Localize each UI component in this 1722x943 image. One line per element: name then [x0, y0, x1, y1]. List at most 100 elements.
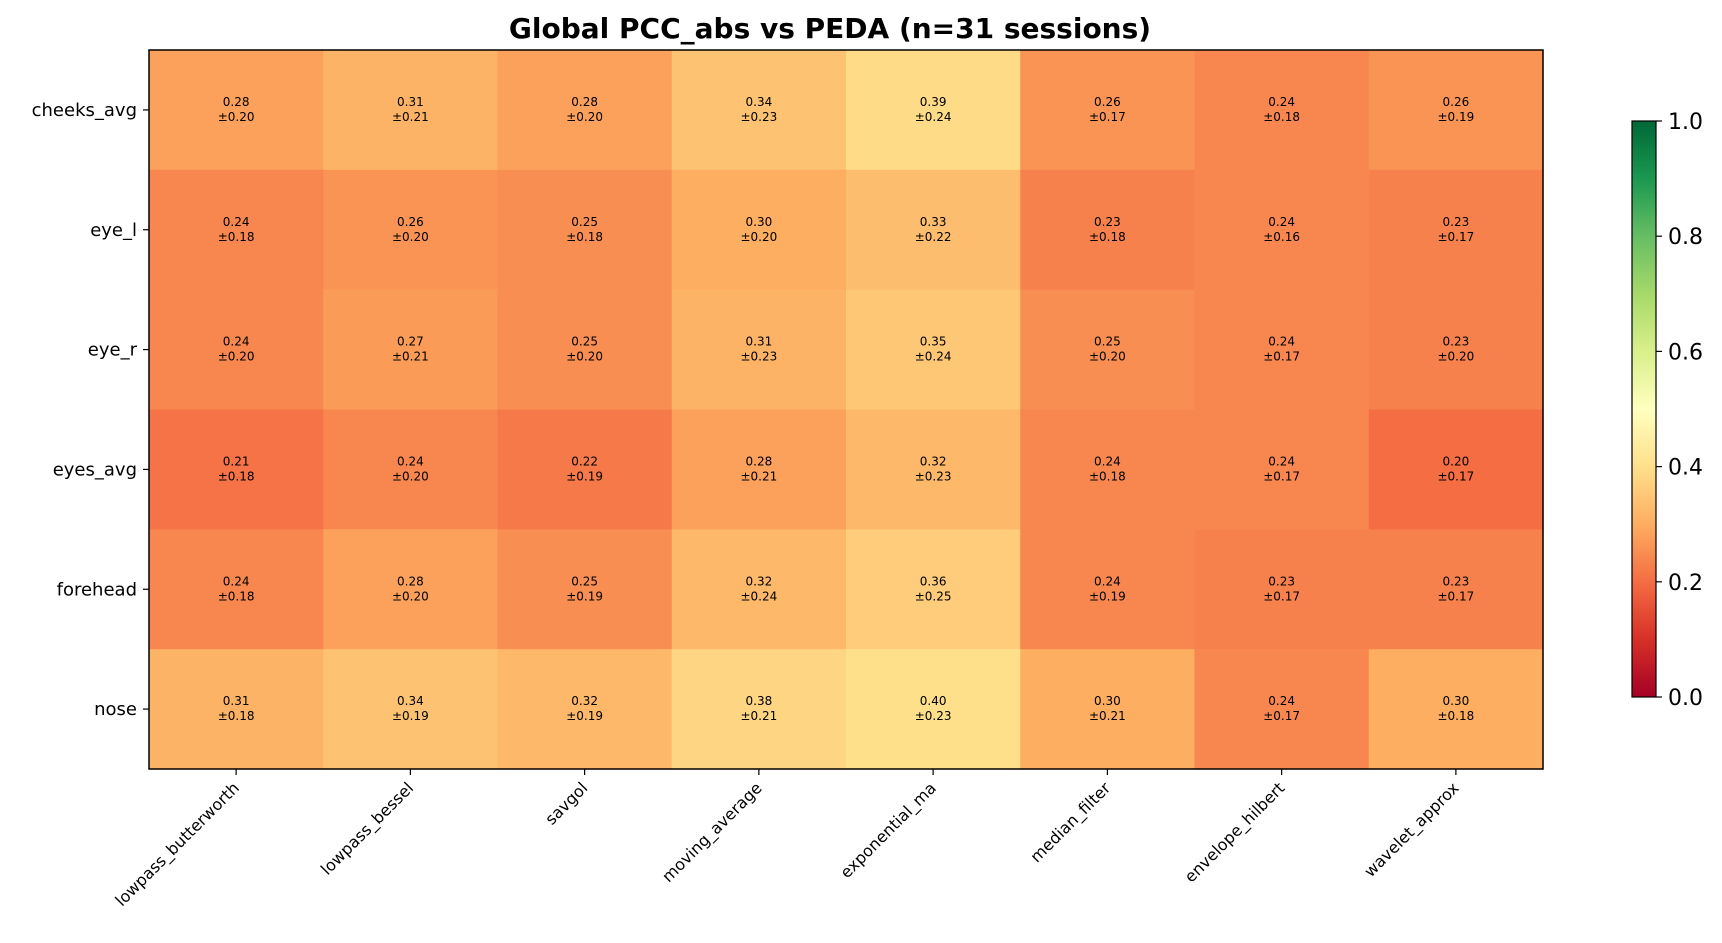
cell-std-label: ±0.17	[1437, 230, 1474, 244]
cell-std-label: ±0.21	[392, 110, 429, 124]
cell-value-label: 0.23	[1268, 574, 1295, 588]
heatmap-cell	[1020, 529, 1196, 650]
cell-std-label: ±0.17	[1089, 110, 1126, 124]
heatmap-cell	[1368, 169, 1544, 291]
heatmap-cell	[149, 649, 324, 770]
colorbar-tick-label: 0.6	[1668, 340, 1703, 365]
cell-value-label: 0.24	[397, 454, 424, 468]
cell-std-label: ±0.17	[1263, 709, 1300, 723]
heatmap-cell	[846, 409, 1021, 530]
heatmap-cells: 0.28±0.200.31±0.210.28±0.200.34±0.230.39…	[149, 50, 1544, 770]
cell-value-label: 0.25	[571, 574, 598, 588]
cell-std-label: ±0.18	[1263, 110, 1300, 124]
heatmap-cell	[1020, 50, 1196, 171]
cell-value-label: 0.23	[1443, 215, 1470, 229]
cell-std-label: ±0.18	[218, 589, 255, 603]
heatmap-cell	[1020, 289, 1196, 411]
x-tick-label: savgol	[541, 778, 591, 828]
y-tick-label: cheeks_avg	[32, 100, 137, 121]
heatmap-cell	[671, 50, 847, 171]
cell-std-label: ±0.18	[218, 230, 255, 244]
heatmap-cell	[671, 649, 847, 770]
y-tick-label: eye_r	[88, 340, 138, 361]
cell-std-label: ±0.20	[566, 110, 603, 124]
cell-value-label: 0.24	[223, 574, 250, 588]
cell-std-label: ±0.20	[1089, 350, 1126, 364]
cell-value-label: 0.24	[1268, 95, 1295, 109]
heatmap-cell	[323, 289, 499, 411]
cell-std-label: ±0.19	[1089, 589, 1126, 603]
cell-std-label: ±0.19	[1437, 110, 1474, 124]
cell-value-label: 0.25	[571, 335, 598, 349]
cell-value-label: 0.38	[746, 694, 773, 708]
cell-value-label: 0.26	[1443, 95, 1470, 109]
heatmap-cell	[671, 409, 847, 530]
cell-std-label: ±0.17	[1263, 469, 1300, 483]
heatmap-cell	[671, 169, 847, 291]
heatmap-cell	[1020, 649, 1196, 770]
heatmap-cell	[497, 649, 673, 770]
colorbar	[1631, 120, 1657, 698]
cell-std-label: ±0.24	[740, 589, 777, 603]
cell-value-label: 0.23	[1443, 574, 1470, 588]
heatmap-cell	[497, 169, 673, 291]
heatmap-cell	[846, 50, 1021, 171]
heatmap-cell	[1194, 169, 1370, 291]
cell-value-label: 0.31	[223, 694, 250, 708]
cell-value-label: 0.20	[1443, 454, 1470, 468]
cell-std-label: ±0.20	[566, 350, 603, 364]
heatmap-cell	[497, 50, 673, 171]
cell-std-label: ±0.17	[1263, 350, 1300, 364]
cell-value-label: 0.24	[223, 335, 250, 349]
cell-value-label: 0.23	[1443, 335, 1470, 349]
cell-std-label: ±0.17	[1437, 589, 1474, 603]
y-tick-label: eye_l	[90, 220, 137, 241]
heatmap-cell	[497, 289, 673, 411]
cell-value-label: 0.32	[920, 454, 947, 468]
cell-value-label: 0.24	[1094, 454, 1121, 468]
x-tick-label: lowpass_butterworth	[111, 778, 243, 910]
heatmap-cell	[149, 409, 324, 530]
cell-value-label: 0.24	[1268, 215, 1295, 229]
heatmap-cell	[1020, 169, 1196, 291]
heatmap-cell	[323, 649, 499, 770]
cell-value-label: 0.28	[223, 95, 250, 109]
heatmap-cell	[497, 409, 673, 530]
cell-std-label: ±0.22	[915, 230, 952, 244]
heatmap-cell	[1194, 649, 1370, 770]
heatmap-cell	[846, 169, 1021, 291]
heatmap-cell	[323, 409, 499, 530]
colorbar-tick-label: 1.0	[1668, 110, 1703, 135]
heatmap-cell	[1368, 529, 1544, 650]
heatmap-cell	[1194, 409, 1370, 530]
cell-std-label: ±0.20	[740, 230, 777, 244]
cell-value-label: 0.31	[397, 95, 424, 109]
cell-value-label: 0.31	[746, 335, 773, 349]
heatmap-cell	[846, 529, 1021, 650]
cell-value-label: 0.23	[1094, 215, 1121, 229]
heatmap-cell	[846, 289, 1021, 411]
chart-title: Global PCC_abs vs PEDA (n=31 sessions)	[509, 12, 1151, 45]
cell-std-label: ±0.19	[566, 589, 603, 603]
heatmap-cell	[149, 50, 324, 171]
cell-value-label: 0.35	[920, 335, 947, 349]
cell-value-label: 0.40	[920, 694, 947, 708]
x-tick-label: exponential_ma	[836, 778, 940, 882]
cell-std-label: ±0.20	[1437, 350, 1474, 364]
cell-value-label: 0.24	[223, 215, 250, 229]
cell-std-label: ±0.20	[392, 589, 429, 603]
cell-value-label: 0.30	[1094, 694, 1121, 708]
heatmap-cell	[323, 50, 499, 171]
heatmap-cell	[323, 529, 499, 650]
cell-std-label: ±0.20	[218, 350, 255, 364]
y-tick-label: eyes_avg	[53, 459, 137, 480]
cell-std-label: ±0.24	[915, 110, 952, 124]
cell-value-label: 0.27	[397, 335, 424, 349]
cell-std-label: ±0.23	[740, 110, 777, 124]
cell-std-label: ±0.17	[1263, 589, 1300, 603]
cell-std-label: ±0.17	[1437, 469, 1474, 483]
cell-std-label: ±0.18	[218, 709, 255, 723]
heatmap-cell	[1368, 649, 1544, 770]
